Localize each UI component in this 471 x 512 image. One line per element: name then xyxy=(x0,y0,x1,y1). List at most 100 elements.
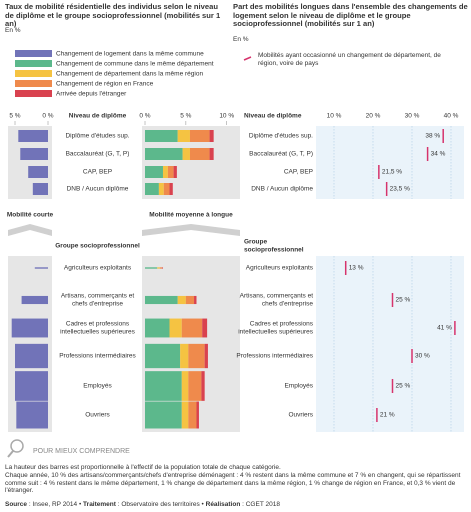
bar-segment xyxy=(167,166,174,178)
category-label: Professions intermédiaires xyxy=(236,352,313,360)
section-label: Groupe socioprofessionnel xyxy=(55,242,140,250)
legend-swatch xyxy=(15,50,52,57)
bar-segment xyxy=(182,148,190,160)
x-tick-label: 20 % xyxy=(366,113,381,120)
bar-segment xyxy=(173,166,177,178)
bar-segment xyxy=(188,343,205,369)
category-label: Employés xyxy=(83,382,112,390)
source-label: Traitement xyxy=(83,501,116,508)
category-label: Diplôme d'études sup. xyxy=(65,132,130,140)
share-label: 34 % xyxy=(431,151,446,158)
bar-segment xyxy=(201,371,205,401)
bar-segment xyxy=(157,267,160,269)
category-label: Diplôme d'études sup. xyxy=(248,132,313,140)
category-label: Agriculteurs exploitants xyxy=(245,264,313,272)
short-label: Mobilité courte xyxy=(7,212,54,219)
legend-swatch xyxy=(15,80,52,87)
legend-swatch xyxy=(15,90,52,97)
category-label: DNB / Aucun diplôme xyxy=(251,185,313,193)
share-label: 23,5 % xyxy=(390,186,410,193)
x-tick-label: 30 % xyxy=(405,113,420,120)
source: Source : Insee, RP 2014 • Traitement : O… xyxy=(5,501,467,509)
share-label: 13 % xyxy=(349,265,364,272)
bar-short xyxy=(18,130,48,142)
bar-segment xyxy=(209,148,214,160)
bar-segment xyxy=(162,267,163,269)
long-label: Mobilité moyenne à longue xyxy=(149,212,233,219)
bar-segment xyxy=(169,183,173,195)
background-panels xyxy=(7,126,464,458)
bar-segment xyxy=(189,148,210,160)
category-label: Employés xyxy=(284,382,313,390)
category-label: Ouvriers xyxy=(288,411,313,419)
source-text: : Insee, RP 2014 • xyxy=(27,501,84,508)
share-label: 25 % xyxy=(396,383,411,390)
bar-short xyxy=(32,183,48,195)
legend-label: Changement de région en France xyxy=(56,81,154,88)
bar-segment xyxy=(189,130,210,142)
bar-short xyxy=(21,295,48,305)
legend-label: Changement de département dans la même r… xyxy=(56,71,203,78)
bar-segment xyxy=(145,318,170,338)
x-tick-label: 40 % xyxy=(444,113,459,120)
bar-segment xyxy=(162,166,168,178)
title-right: Part des mobilités longues dans l'ensemb… xyxy=(233,2,468,29)
bar-segment xyxy=(169,318,182,338)
legend-swatch xyxy=(15,60,52,67)
bar-segment xyxy=(188,401,197,429)
x-tick-label: 0 % xyxy=(139,113,150,120)
bar-segment xyxy=(194,295,197,305)
share-label: 41 % xyxy=(437,325,452,332)
category-label: Artisans, commerçants et chefs d'entrepr… xyxy=(239,292,313,308)
share-label: 30 % xyxy=(415,353,430,360)
legend-label: Changement de commune dans le même dépar… xyxy=(56,61,214,68)
section-label: Niveau de diplôme xyxy=(68,112,127,120)
bar-segment xyxy=(180,343,189,369)
bar-short xyxy=(11,318,48,338)
category-label: Cadres et professions intellectuelles su… xyxy=(60,320,135,336)
x-tick-label: 5 % xyxy=(9,113,20,120)
category-label: Baccalauréat (G, T, P) xyxy=(249,150,313,158)
bar-segment xyxy=(196,401,199,429)
source-label: Réalisation xyxy=(205,501,241,508)
legend-swatch xyxy=(15,70,52,77)
bar-segment xyxy=(145,130,178,142)
bar-segment xyxy=(188,371,202,401)
bar-short xyxy=(34,267,48,269)
category-label: Cadres et professions intellectuelles su… xyxy=(238,320,313,336)
legend-label: Changement de logement dans la même comm… xyxy=(56,51,204,58)
category-label: DNB / Aucun diplôme xyxy=(66,185,129,193)
share-label: 25 % xyxy=(396,297,411,304)
bar-segment xyxy=(145,148,183,160)
share-legend-swatch xyxy=(243,56,252,61)
category-label: Artisans, commerçants et chefs d'entrepr… xyxy=(60,292,135,308)
bar-segment xyxy=(145,401,182,429)
bar-segment xyxy=(204,343,208,369)
bar-segment xyxy=(202,318,208,338)
unit-right: En % xyxy=(233,36,249,43)
bar-short xyxy=(20,148,48,160)
bar-segment xyxy=(145,183,159,195)
bar-segment xyxy=(145,295,178,305)
bar-segment xyxy=(145,371,182,401)
bar-segment xyxy=(145,166,163,178)
x-tick-label: 0 % xyxy=(42,113,53,120)
footer-notes: La hauteur des barres est proportionnell… xyxy=(5,464,467,495)
title-left: Taux de mobilité résidentielle des indiv… xyxy=(5,2,221,29)
source-text: : Observatoire des territoires • xyxy=(115,501,206,508)
note: Chaque année, 10 % des artisans/commerça… xyxy=(5,471,461,495)
bar-segment xyxy=(177,295,186,305)
share-label: 21 % xyxy=(380,412,395,419)
bar-segment xyxy=(177,130,190,142)
bar-short xyxy=(15,343,48,369)
category-label: Baccalauréat (G, T, P) xyxy=(65,150,130,158)
source-text: : CGET 2018 xyxy=(240,501,280,508)
category-label: Agriculteurs exploitants xyxy=(63,264,132,272)
bar-segment xyxy=(181,371,189,401)
section-label: Niveau de diplôme xyxy=(244,112,302,120)
share-legend-text: Mobilités ayant occasionné un changement… xyxy=(258,52,441,67)
category-label: Professions intermédiaires xyxy=(59,352,136,360)
bar-short xyxy=(15,371,48,401)
